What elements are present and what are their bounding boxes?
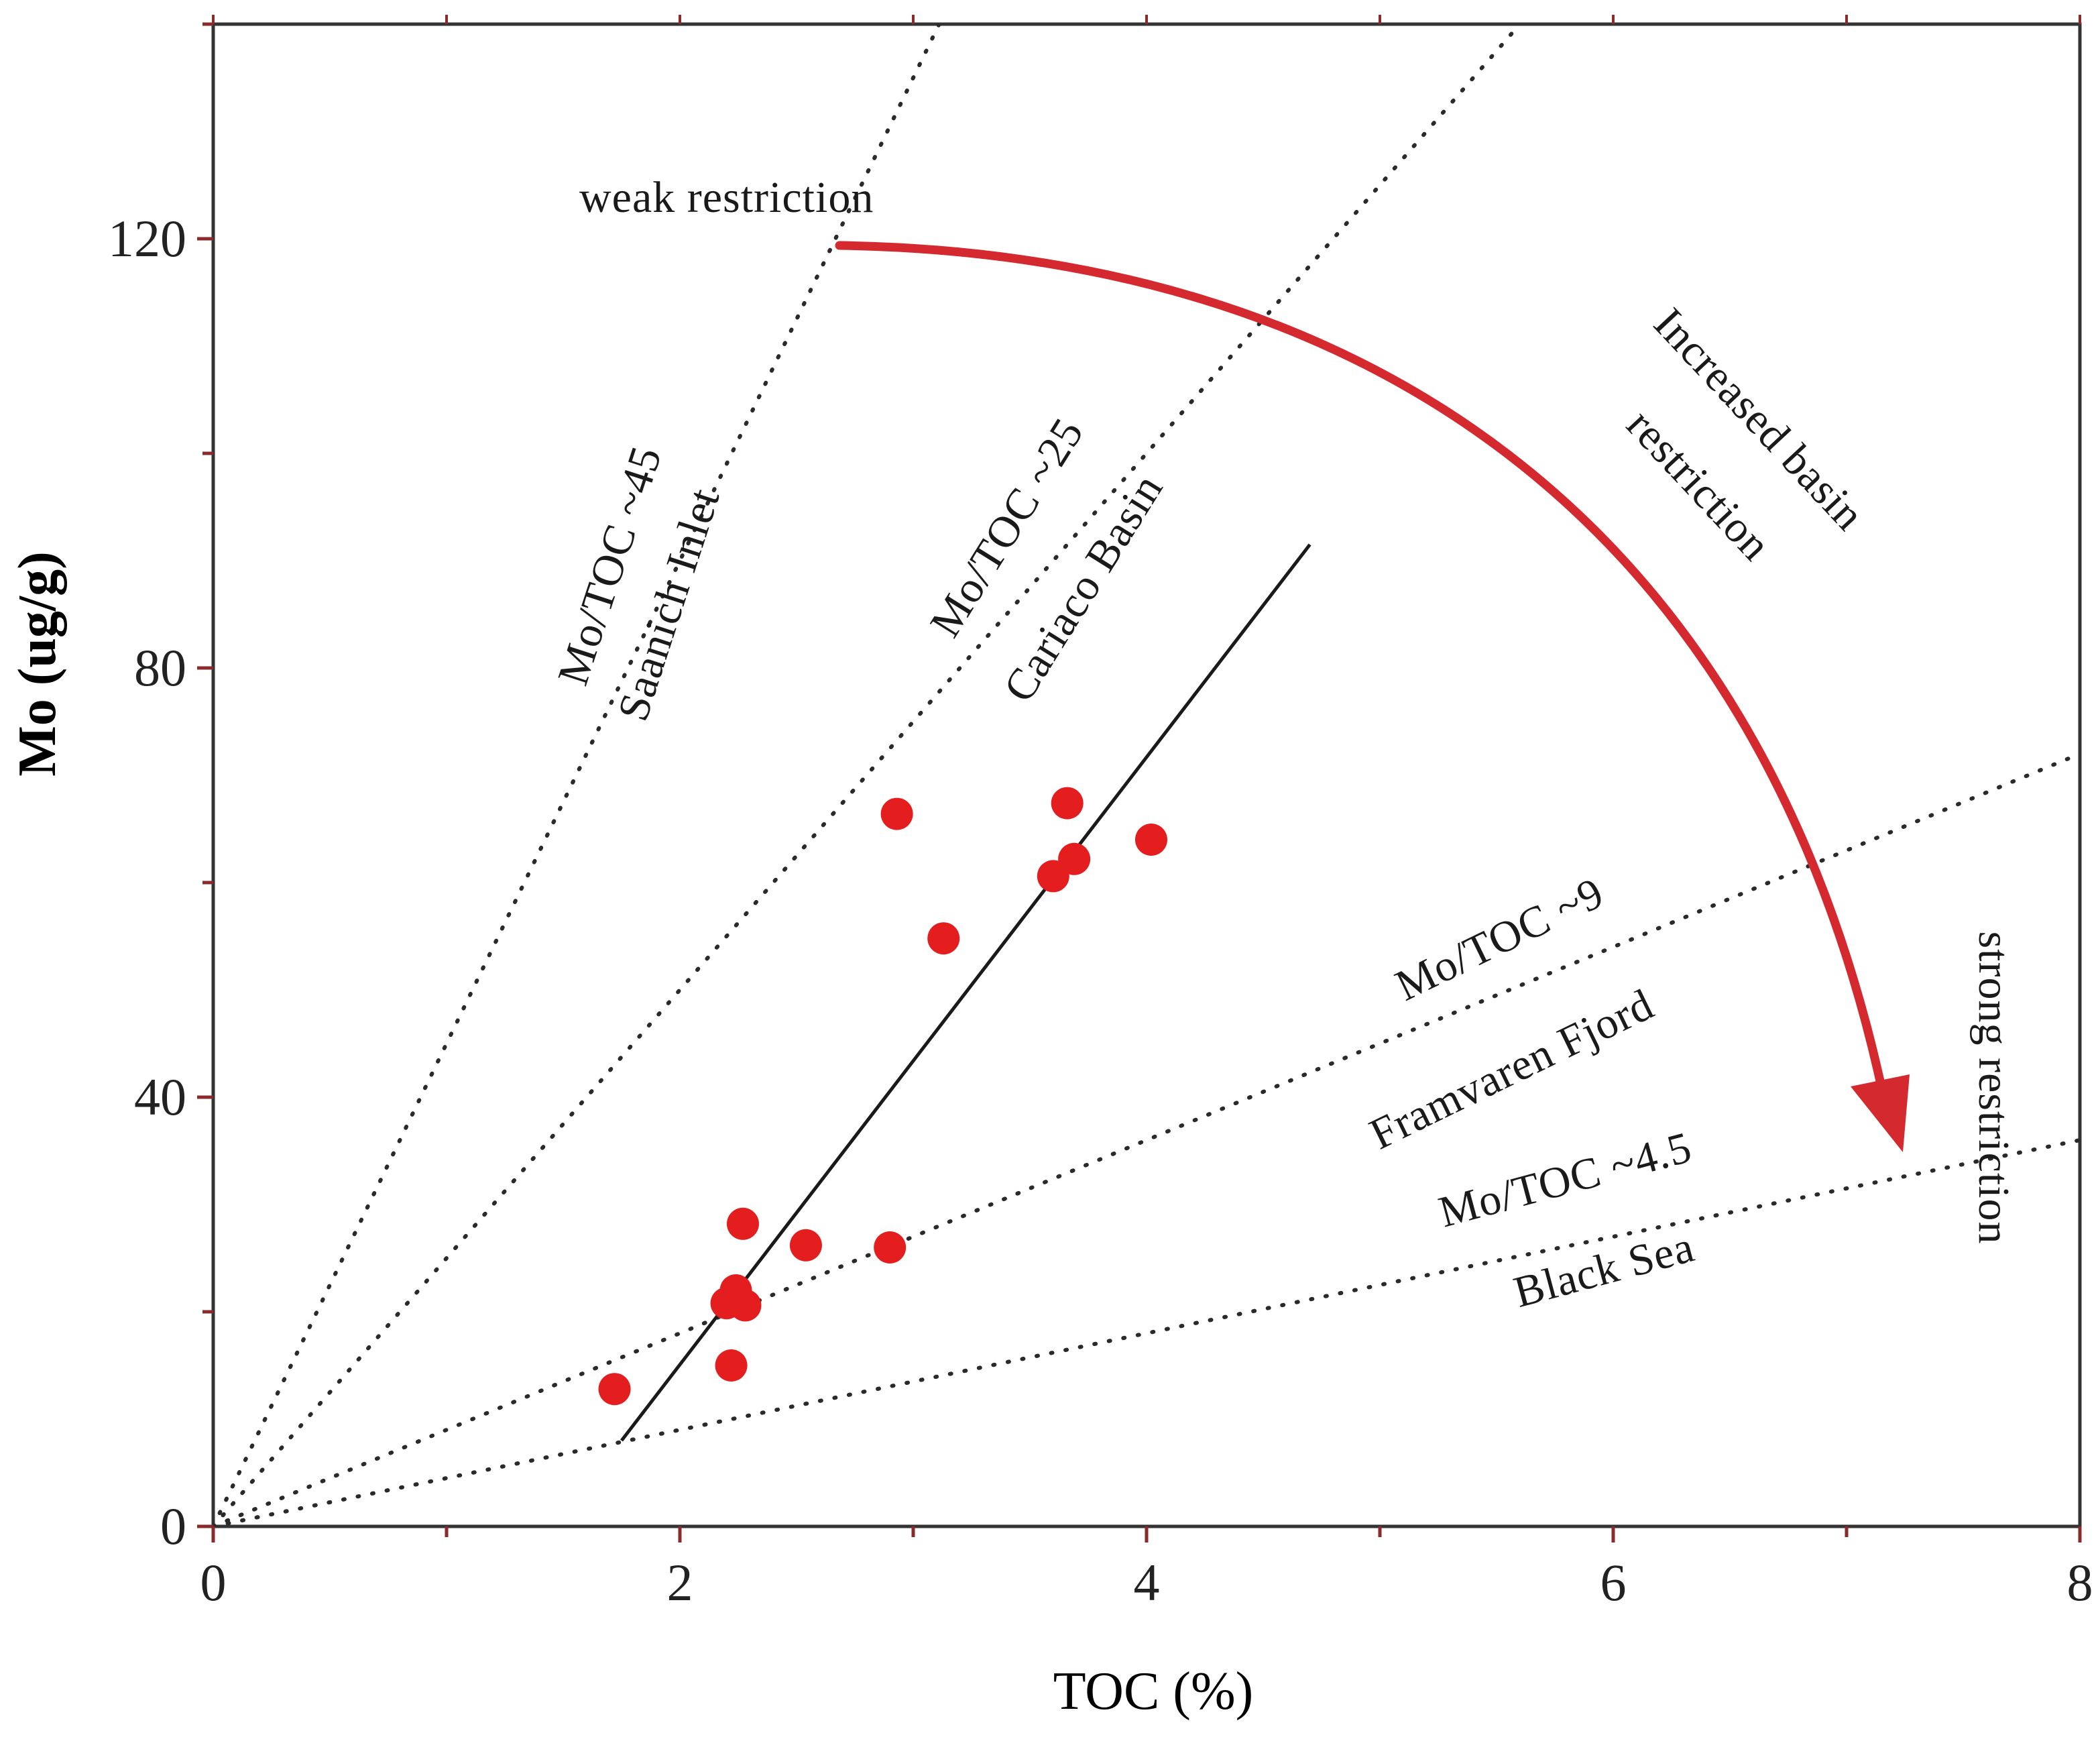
y-tick-label: 80 <box>134 638 186 697</box>
data-point <box>874 1231 907 1264</box>
data-point <box>726 1207 759 1240</box>
ref-label-mo-toc-9: Mo/TOC ~9 <box>1388 868 1611 1010</box>
weak-restriction-label: weak restriction <box>579 173 874 222</box>
restriction-arrow <box>835 241 1887 1098</box>
x-tick-label: 6 <box>1600 1553 1627 1612</box>
x-tick-label: 2 <box>667 1553 693 1612</box>
restriction-arrowhead <box>1851 1074 1910 1152</box>
data-point <box>729 1289 762 1322</box>
ref-label-mo-toc-4-5: Mo/TOC ~4.5 <box>1434 1123 1696 1237</box>
x-tick-label: 4 <box>1134 1553 1160 1612</box>
strong-restriction-label: strong restriction <box>1969 931 2018 1244</box>
x-tick-label: 0 <box>200 1553 227 1612</box>
data-point <box>789 1229 822 1261</box>
y-tick-label: 40 <box>134 1068 186 1126</box>
data-point <box>1058 842 1091 875</box>
data-point <box>598 1373 631 1406</box>
ref-sublabel-black-sea: Black Sea <box>1509 1222 1699 1317</box>
ref-line-mo-toc-4-5 <box>213 1138 2080 1526</box>
y-tick-label: 120 <box>108 209 186 268</box>
data-point <box>1134 824 1167 856</box>
data-point <box>927 922 960 955</box>
ref-line-mo-toc-45 <box>213 24 941 1526</box>
y-axis-label: Mo (ug/g) <box>8 551 67 777</box>
y-tick-label: 0 <box>160 1497 186 1555</box>
data-point <box>880 797 913 830</box>
increased-restriction-label-1: Increased basin <box>1645 299 1874 541</box>
x-axis-label: TOC (%) <box>1053 1662 1253 1721</box>
plot-frame <box>211 22 2082 1528</box>
data-point <box>1051 787 1084 820</box>
x-tick-label: 8 <box>2067 1553 2093 1612</box>
data-point <box>715 1349 748 1382</box>
ref-line-mo-toc-9 <box>213 752 2080 1526</box>
